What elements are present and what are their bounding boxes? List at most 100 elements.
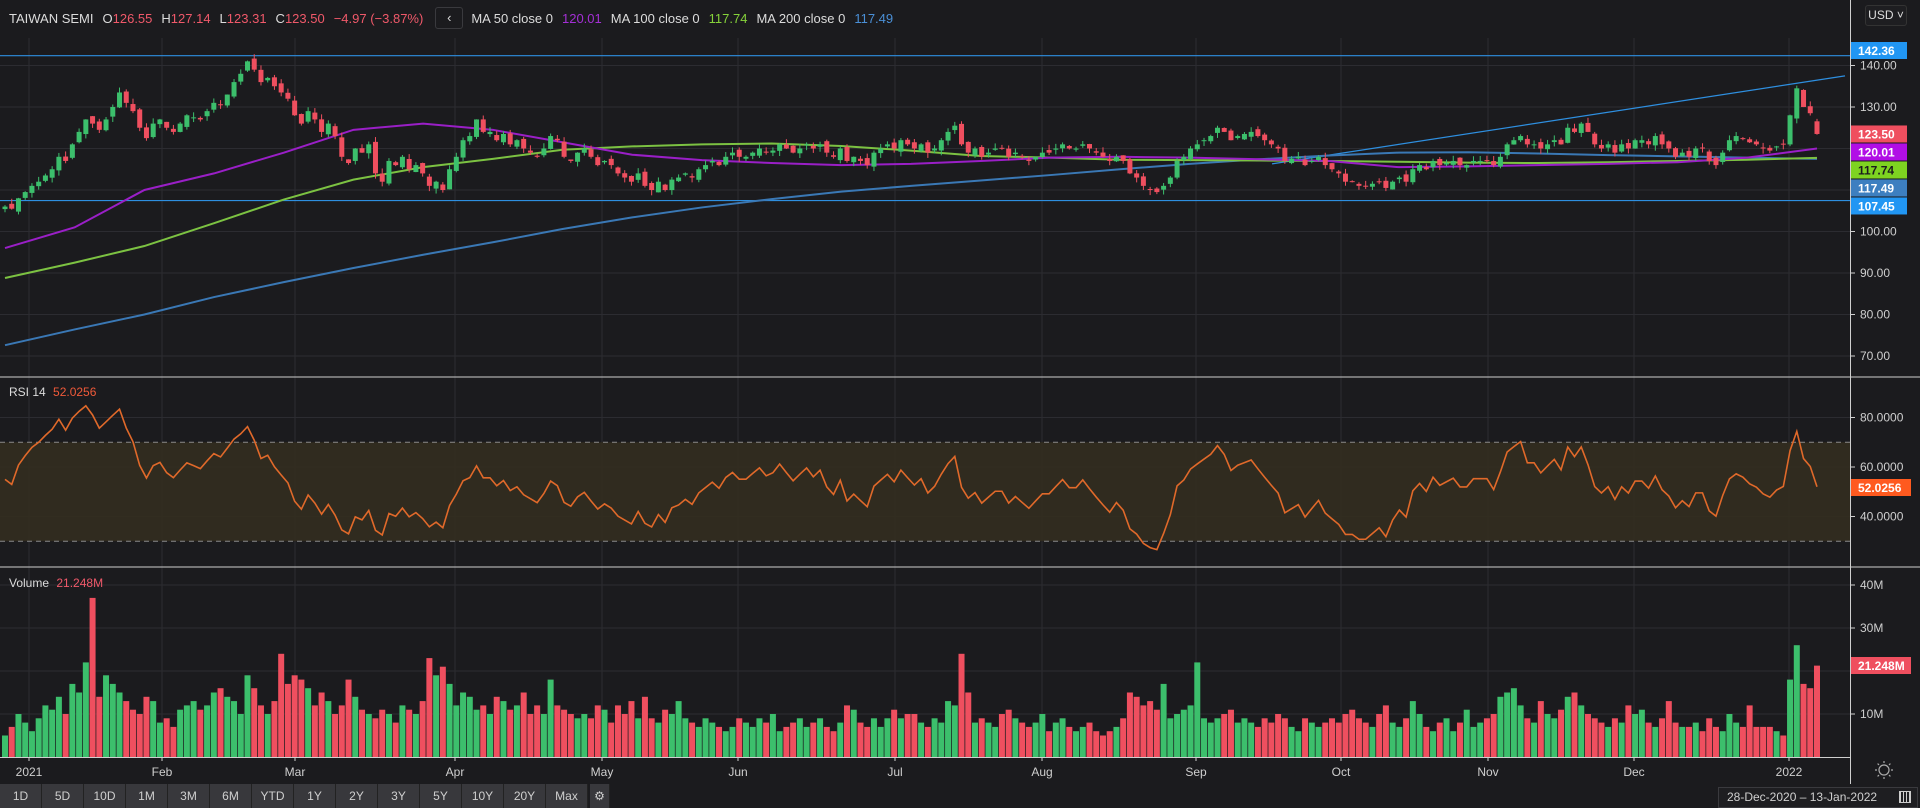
candle [696,167,702,183]
range-button-2y[interactable]: 2Y [336,784,378,808]
candle [959,121,965,146]
range-button-1y[interactable]: 1Y [294,784,336,808]
volume-value-badge: 21.248M [1851,657,1911,674]
candle-body [1167,177,1173,184]
price-badge-text: 120.01 [1858,145,1895,159]
candle-body [1787,115,1793,145]
range-button-6m[interactable]: 6M [210,784,252,808]
calendar-icon[interactable] [1899,791,1911,803]
price-tick-label: 100.00 [1860,225,1897,239]
volume-bar [8,726,15,757]
candle [548,133,554,150]
volume-bar [561,709,568,757]
range-button-3y[interactable]: 3Y [378,784,420,808]
candle [1753,139,1759,146]
ma50-label[interactable]: MA 50 close 0 [471,10,553,26]
candle [1679,149,1685,157]
volume-bar [426,658,433,757]
candle [1161,182,1167,195]
volume-bar [749,726,756,757]
volume-bar [662,709,669,757]
volume-bar [1504,692,1511,757]
candle [985,148,991,158]
candle [655,177,661,193]
volume-bar [1005,709,1012,757]
range-button-1d[interactable]: 1D [0,784,42,808]
open-value: 126.55 [112,10,153,26]
candle-body [1733,136,1739,142]
volume-bar [1335,722,1342,757]
range-button-ytd[interactable]: YTD [252,784,294,808]
candle [1147,186,1153,196]
ma100-label[interactable]: MA 100 close 0 [610,10,700,26]
candle-body [1181,156,1187,161]
volume-bar [473,709,480,757]
range-button-5d[interactable]: 5D [42,784,84,808]
range-button-20y[interactable]: 20Y [504,784,546,808]
currency-selector[interactable]: USD ˅ [1865,5,1907,26]
candle [602,160,608,165]
range-button-10y[interactable]: 10Y [462,784,504,808]
candle [1774,145,1780,151]
candle [1585,117,1591,133]
candle [534,153,540,159]
candle-body [507,133,513,145]
range-button-5y[interactable]: 5Y [420,784,462,808]
volume-bar [850,709,857,757]
date-range-selector[interactable]: 28-Dec-2020 – 13-Jan-2022 [1718,787,1918,808]
candle [588,145,594,159]
volume-tick-label: 30M [1860,621,1883,635]
volume-bar [1019,722,1026,757]
candle [386,158,392,186]
axis-settings-icon[interactable] [1875,761,1893,779]
candle-body [467,136,473,142]
candle [1780,139,1786,150]
candle [2,205,8,213]
volume-bar [1234,722,1241,757]
volume-bar [433,675,440,757]
candle [292,95,298,116]
candle-body [783,144,789,149]
candle-body [460,140,466,158]
volume-bars [2,597,1820,757]
volume-bar [864,726,871,757]
range-button-10d[interactable]: 10D [84,784,126,808]
settings-gear-icon[interactable]: ⚙ [590,784,610,808]
candle [298,113,304,126]
volume-bar [958,653,965,757]
candle [824,139,830,157]
volume-bar [89,597,96,757]
collapse-legend-button[interactable]: ‹ [435,7,464,29]
candle-body [999,147,1005,149]
candle [1497,152,1503,169]
volume-bar [601,709,608,757]
candle [1592,131,1598,148]
symbol-name: TAIWAN SEMI [9,10,94,26]
candle [521,136,527,153]
candle [1612,140,1618,157]
volume-bar [42,705,49,757]
candle [480,115,486,134]
range-button-3m[interactable]: 3M [168,784,210,808]
ma200-label[interactable]: MA 200 close 0 [756,10,846,26]
volume-bar [938,722,945,757]
candle-body [1342,173,1348,182]
candle-body [1322,158,1328,166]
candle-body [1255,129,1261,137]
candle-body [1679,152,1685,157]
drawn-levels[interactable] [0,55,1850,202]
candle-body [440,184,446,190]
volume-bar [1227,709,1234,757]
range-button-max[interactable]: Max [546,784,588,808]
volume-bar [581,714,588,757]
volume-bar [1120,718,1127,757]
high-value: 127.14 [170,10,211,26]
candle [1369,181,1375,191]
range-button-1m[interactable]: 1M [126,784,168,808]
candle [689,173,695,183]
candle [29,183,35,198]
volume-bar [1140,705,1147,757]
candle [1262,132,1268,146]
candle [352,148,358,165]
